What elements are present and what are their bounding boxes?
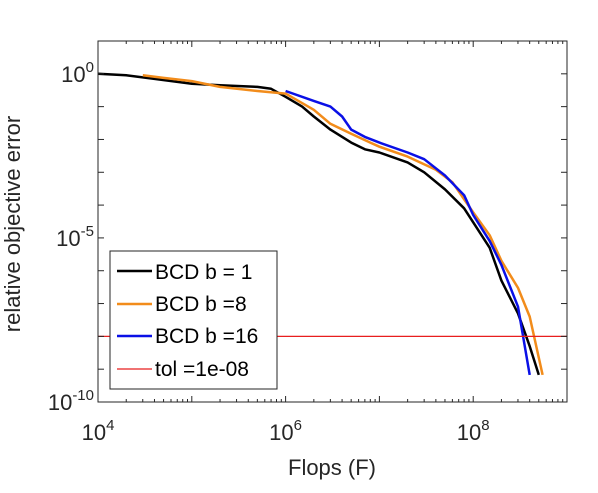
series-line-bcd-b-16	[285, 89, 531, 376]
legend-box	[109, 250, 278, 390]
legend-label-bcd-b-8: BCD b =8	[155, 293, 247, 316]
y-tick-label: 100	[61, 59, 94, 87]
legend-label-bcd-b-16: BCD b =16	[155, 325, 258, 348]
y-axis-title: relative objective error	[0, 116, 25, 332]
legend-label-bcd-b-1: BCD b = 1	[155, 261, 252, 284]
legend: BCD b = 1 BCD b =8 BCD b =16 tol =1e-08	[109, 250, 278, 390]
x-tick-label: 108	[457, 417, 490, 445]
x-axis-title: Flops (F)	[288, 455, 376, 480]
legend-label-tol: tol =1e-08	[155, 358, 249, 381]
y-tick-label: 10-10	[48, 387, 94, 415]
series-layer	[97, 72, 544, 376]
plot-frame	[97, 40, 568, 403]
x-tick-label: 106	[269, 417, 302, 445]
x-tick-label: 104	[82, 417, 115, 445]
y-axis-ticks: 100 10-5 10-10	[48, 40, 567, 415]
x-axis-ticks: 104 106 108	[82, 41, 564, 445]
y-tick-label: 10-5	[56, 223, 94, 251]
series-line-bcd-b-8	[142, 74, 544, 376]
